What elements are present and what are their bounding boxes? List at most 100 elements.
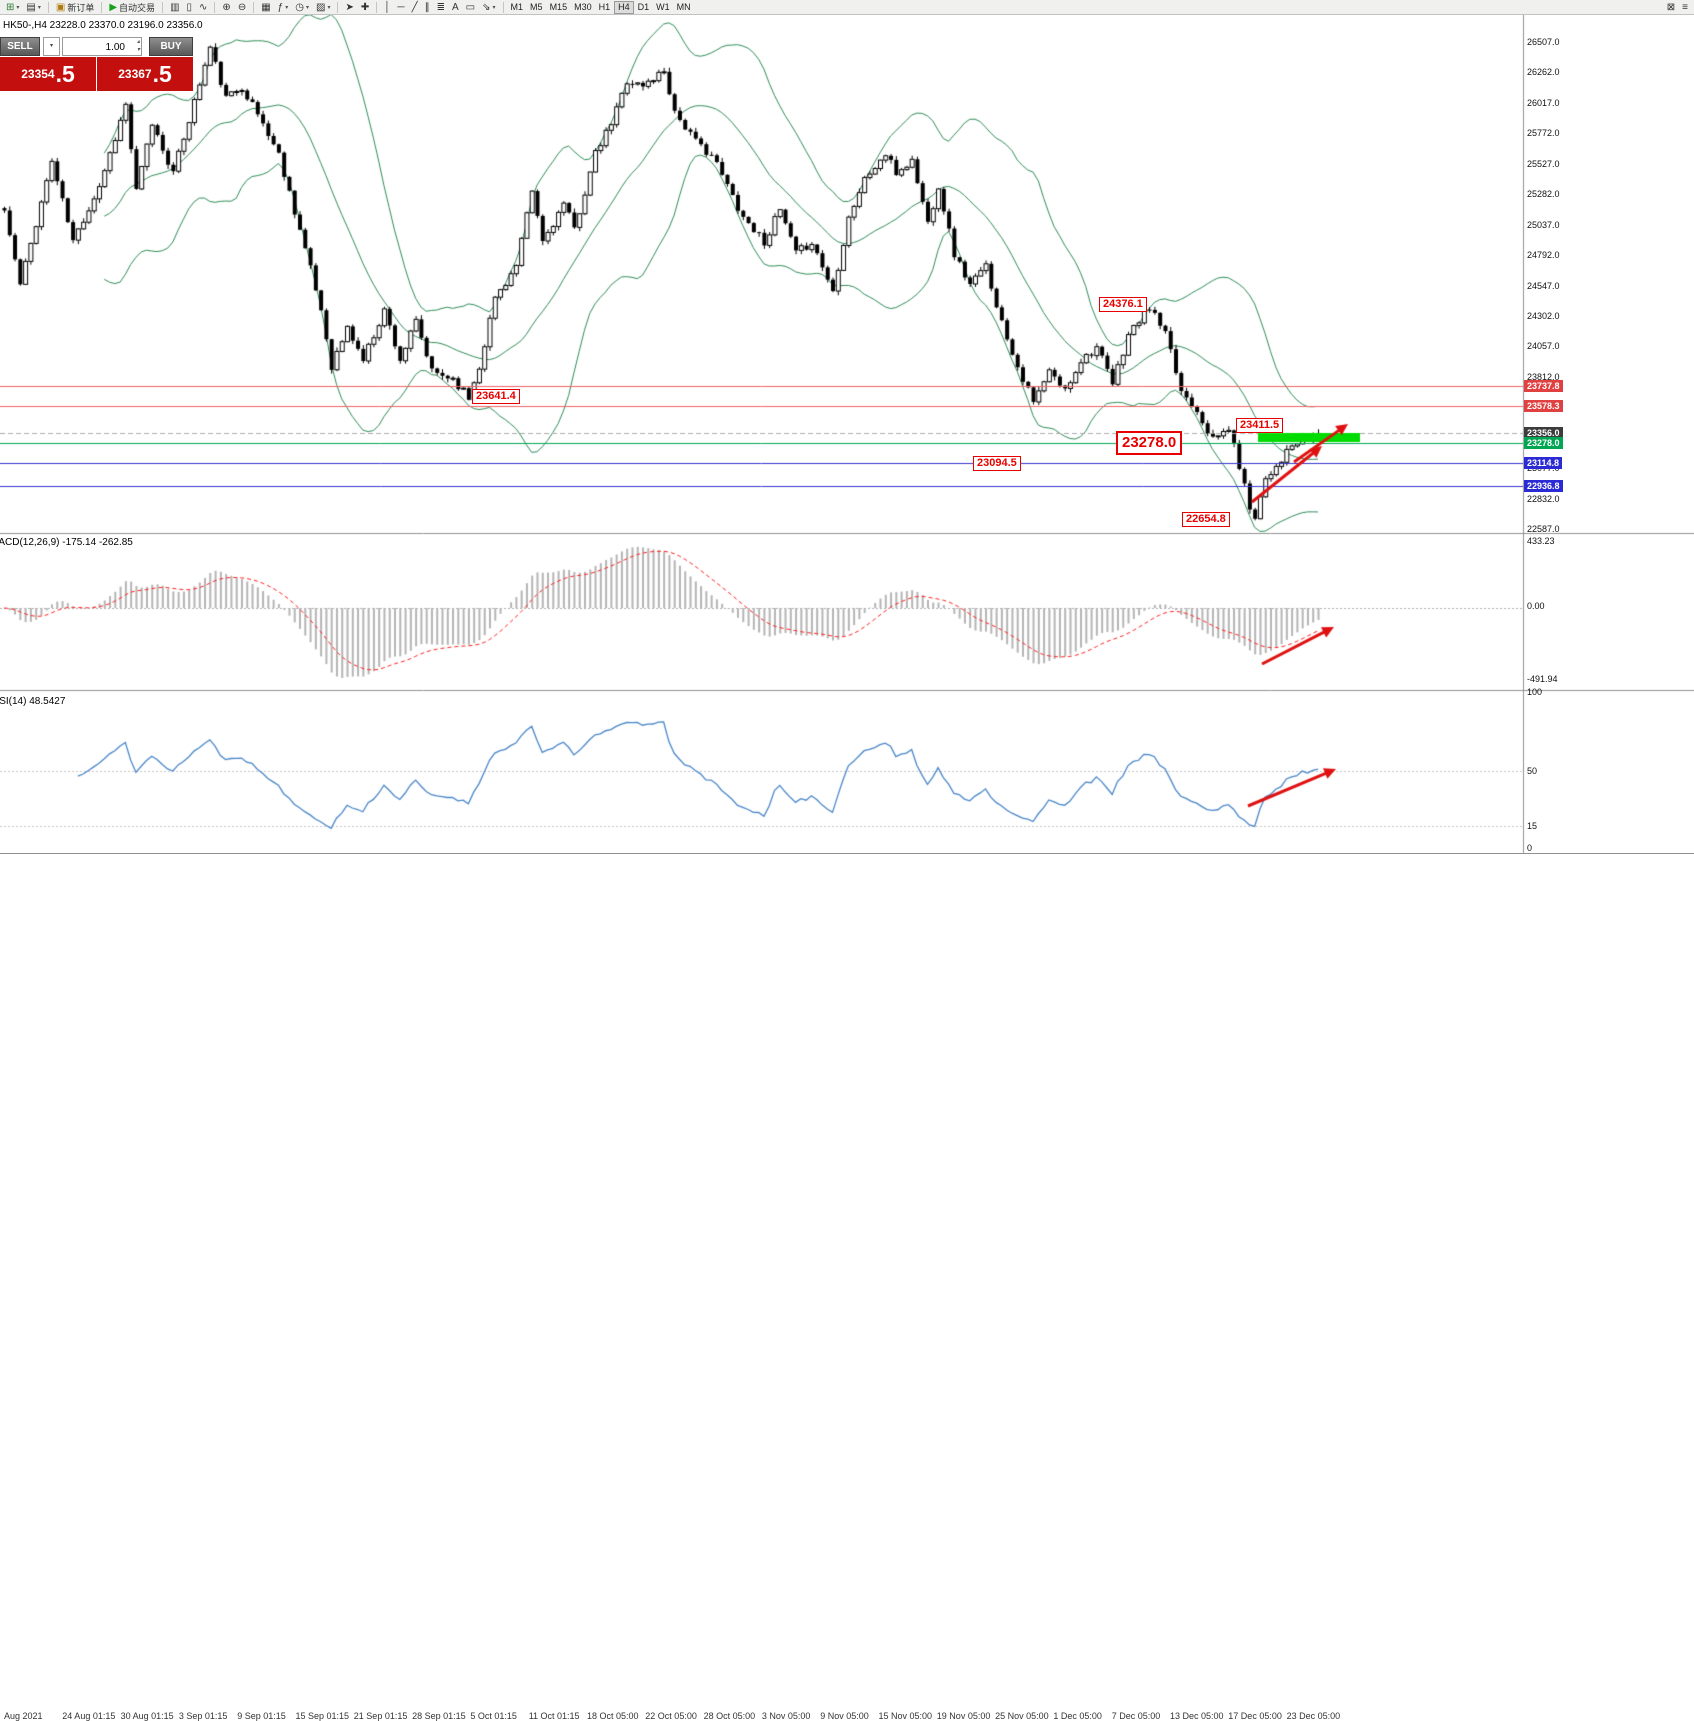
timeframe-d1[interactable]: D1 (637, 2, 650, 12)
price-annotation[interactable]: 23278.0 (1116, 431, 1183, 455)
macd-indicator-label: MACD(12,26,9) -175.14 -262.85 (0, 537, 133, 548)
timeframe-h4[interactable]: H4 (614, 0, 634, 14)
cursor-icon: ➤ (345, 1, 354, 13)
sell-price-big: .5 (55, 61, 75, 87)
time-axis-label: 1 Dec 05:00 (1053, 1711, 1102, 1721)
trendline-icon: ╱ (411, 1, 418, 13)
time-axis-label: Aug 2021 (4, 1711, 43, 1721)
tile-windows-icon[interactable]: ▦ (258, 1, 273, 14)
sell-price[interactable]: 23354.5 (0, 57, 96, 91)
channel-icon[interactable]: ∥ (422, 1, 433, 14)
macd-axis-label: 0.00 (1527, 601, 1545, 611)
zoom-in-icon: ⊕ (222, 1, 231, 13)
rsi-axis-label: 50 (1527, 766, 1538, 776)
time-axis-label: 21 Sep 01:15 (353, 1711, 408, 1721)
time-axis-label: 7 Dec 05:00 (1111, 1711, 1161, 1721)
price-tag: 23578.3 (1524, 399, 1563, 412)
chart-canvas[interactable] (0, 0, 1694, 934)
one-click-trading-widget: SELL ▾ ▴▾ BUY 23354.5 23367.5 (0, 37, 193, 91)
fibonacci-icon: ≣ (436, 1, 445, 13)
price-axis-label: 24057.0 (1527, 341, 1560, 352)
timeframe-m15[interactable]: M15 (549, 2, 568, 12)
line-chart-icon[interactable]: ∿ (196, 1, 210, 14)
indicators-icon[interactable]: ƒ ▾ (275, 1, 292, 14)
zoom-out-icon: ⊖ (237, 1, 247, 13)
price-annotation[interactable]: 24376.1 (1099, 297, 1147, 312)
arrows-icon[interactable]: ⇘ ▾ (479, 1, 498, 14)
timeframe-m5[interactable]: M5 (530, 2, 543, 12)
buy-button[interactable]: BUY (149, 37, 193, 56)
sell-button[interactable]: SELL (0, 37, 40, 56)
line-chart-icon: ∿ (199, 1, 208, 13)
candlestick-chart-icon[interactable]: ▯ (184, 1, 196, 14)
toolbar-separator (253, 1, 255, 13)
time-axis-label: 23 Dec 05:00 (1286, 1711, 1341, 1721)
timeframe-mn[interactable]: MN (676, 2, 691, 12)
dropdown-caret-icon: ▾ (305, 4, 309, 11)
price-annotation[interactable]: 22654.8 (1182, 512, 1230, 527)
toolbar-separator (214, 1, 216, 13)
toolbar-separator (502, 1, 504, 13)
price-tag: 23356.0 (1524, 427, 1563, 440)
new-chart-icon[interactable]: ⊞ ▾ (3, 1, 22, 14)
label-icon[interactable]: ▭ (463, 1, 478, 14)
auto-trading-button: ▶ (109, 1, 118, 13)
timeframe-w1[interactable]: W1 (656, 2, 670, 12)
time-axis-label: 25 Nov 05:00 (995, 1711, 1049, 1721)
horizontal-line-icon[interactable]: ─ (394, 1, 407, 14)
price-annotation[interactable]: 23094.5 (973, 456, 1021, 471)
time-axis-label: 28 Sep 01:15 (412, 1711, 466, 1721)
label-icon: ▭ (465, 1, 476, 13)
price-axis-label: 25527.0 (1527, 158, 1560, 169)
new-order-button[interactable]: ▣ 新订单 (53, 1, 97, 14)
window-icon[interactable]: ⊠ (1664, 1, 1678, 14)
price-annotation[interactable]: 23411.5 (1236, 418, 1284, 433)
vertical-line-icon[interactable]: │ (381, 1, 393, 14)
fibonacci-icon[interactable]: ≣ (434, 1, 448, 14)
price-tag: 23114.8 (1524, 457, 1563, 470)
chart-ohlc-header: HK50-,H4 23228.0 23370.0 23196.0 23356.0 (3, 20, 203, 31)
price-annotation[interactable]: 23641.4 (472, 389, 520, 404)
volume-input[interactable] (65, 39, 127, 55)
timeframe-m30[interactable]: M30 (574, 2, 592, 12)
timeframe-m1[interactable]: M1 (510, 2, 524, 12)
order-type-dropdown[interactable]: ▾ (43, 37, 60, 56)
dropdown-caret-icon: ▾ (492, 4, 496, 11)
toolbar-separator (162, 1, 164, 13)
price-axis-label: 25037.0 (1527, 219, 1560, 230)
toolbar-separator (47, 1, 49, 13)
profiles-icon[interactable]: ▤ ▾ (23, 1, 43, 14)
price-axis-label: 24792.0 (1527, 250, 1560, 261)
price-axis-label: 23812.0 (1527, 371, 1560, 382)
toolbar-separator (376, 1, 378, 13)
menu-icon[interactable]: ≡ (1679, 1, 1691, 14)
zoom-in-icon[interactable]: ⊕ (219, 1, 233, 14)
text-icon[interactable]: A (449, 1, 462, 14)
time-axis-label: 9 Sep 01:15 (237, 1711, 286, 1721)
bar-chart-icon: ▥ (170, 1, 180, 13)
rsi-indicator-label: RSI(14) 48.5427 (0, 696, 66, 707)
time-axis-label: 9 Nov 05:00 (820, 1711, 869, 1721)
time-axis-label: 11 Oct 01:15 (528, 1711, 580, 1721)
buy-price[interactable]: 23367.5 (97, 57, 193, 91)
price-axis-label: 22587.0 (1527, 524, 1560, 534)
time-axis-label: 15 Sep 01:15 (295, 1711, 350, 1721)
timeframe-h1[interactable]: H1 (598, 2, 611, 12)
trendline-icon[interactable]: ╱ (409, 1, 421, 14)
price-axis-label: 24547.0 (1527, 280, 1560, 291)
crosshair-icon[interactable]: ✚ (358, 1, 372, 14)
new-chart-icon: ⊞ (6, 1, 15, 13)
auto-trading-button[interactable]: ▶ 自动交易 (106, 1, 158, 14)
bar-chart-icon[interactable]: ▥ (167, 1, 182, 14)
time-axis-label: 15 Nov 05:00 (878, 1711, 933, 1721)
price-axis-label: 25282.0 (1527, 189, 1560, 200)
templates-icon[interactable]: ▨ ▾ (313, 1, 333, 14)
cursor-icon[interactable]: ➤ (342, 1, 356, 14)
volume-stepper[interactable]: ▴ ▾ (137, 38, 140, 54)
zoom-out-icon[interactable]: ⊖ (235, 1, 249, 14)
time-axis-label: 17 Dec 05:00 (1228, 1711, 1282, 1721)
periods-icon[interactable]: ◷ ▾ (292, 1, 312, 14)
step-up-icon[interactable]: ▴ (136, 39, 140, 45)
step-down-icon[interactable]: ▾ (136, 47, 140, 53)
toolbar-separator (337, 1, 339, 13)
